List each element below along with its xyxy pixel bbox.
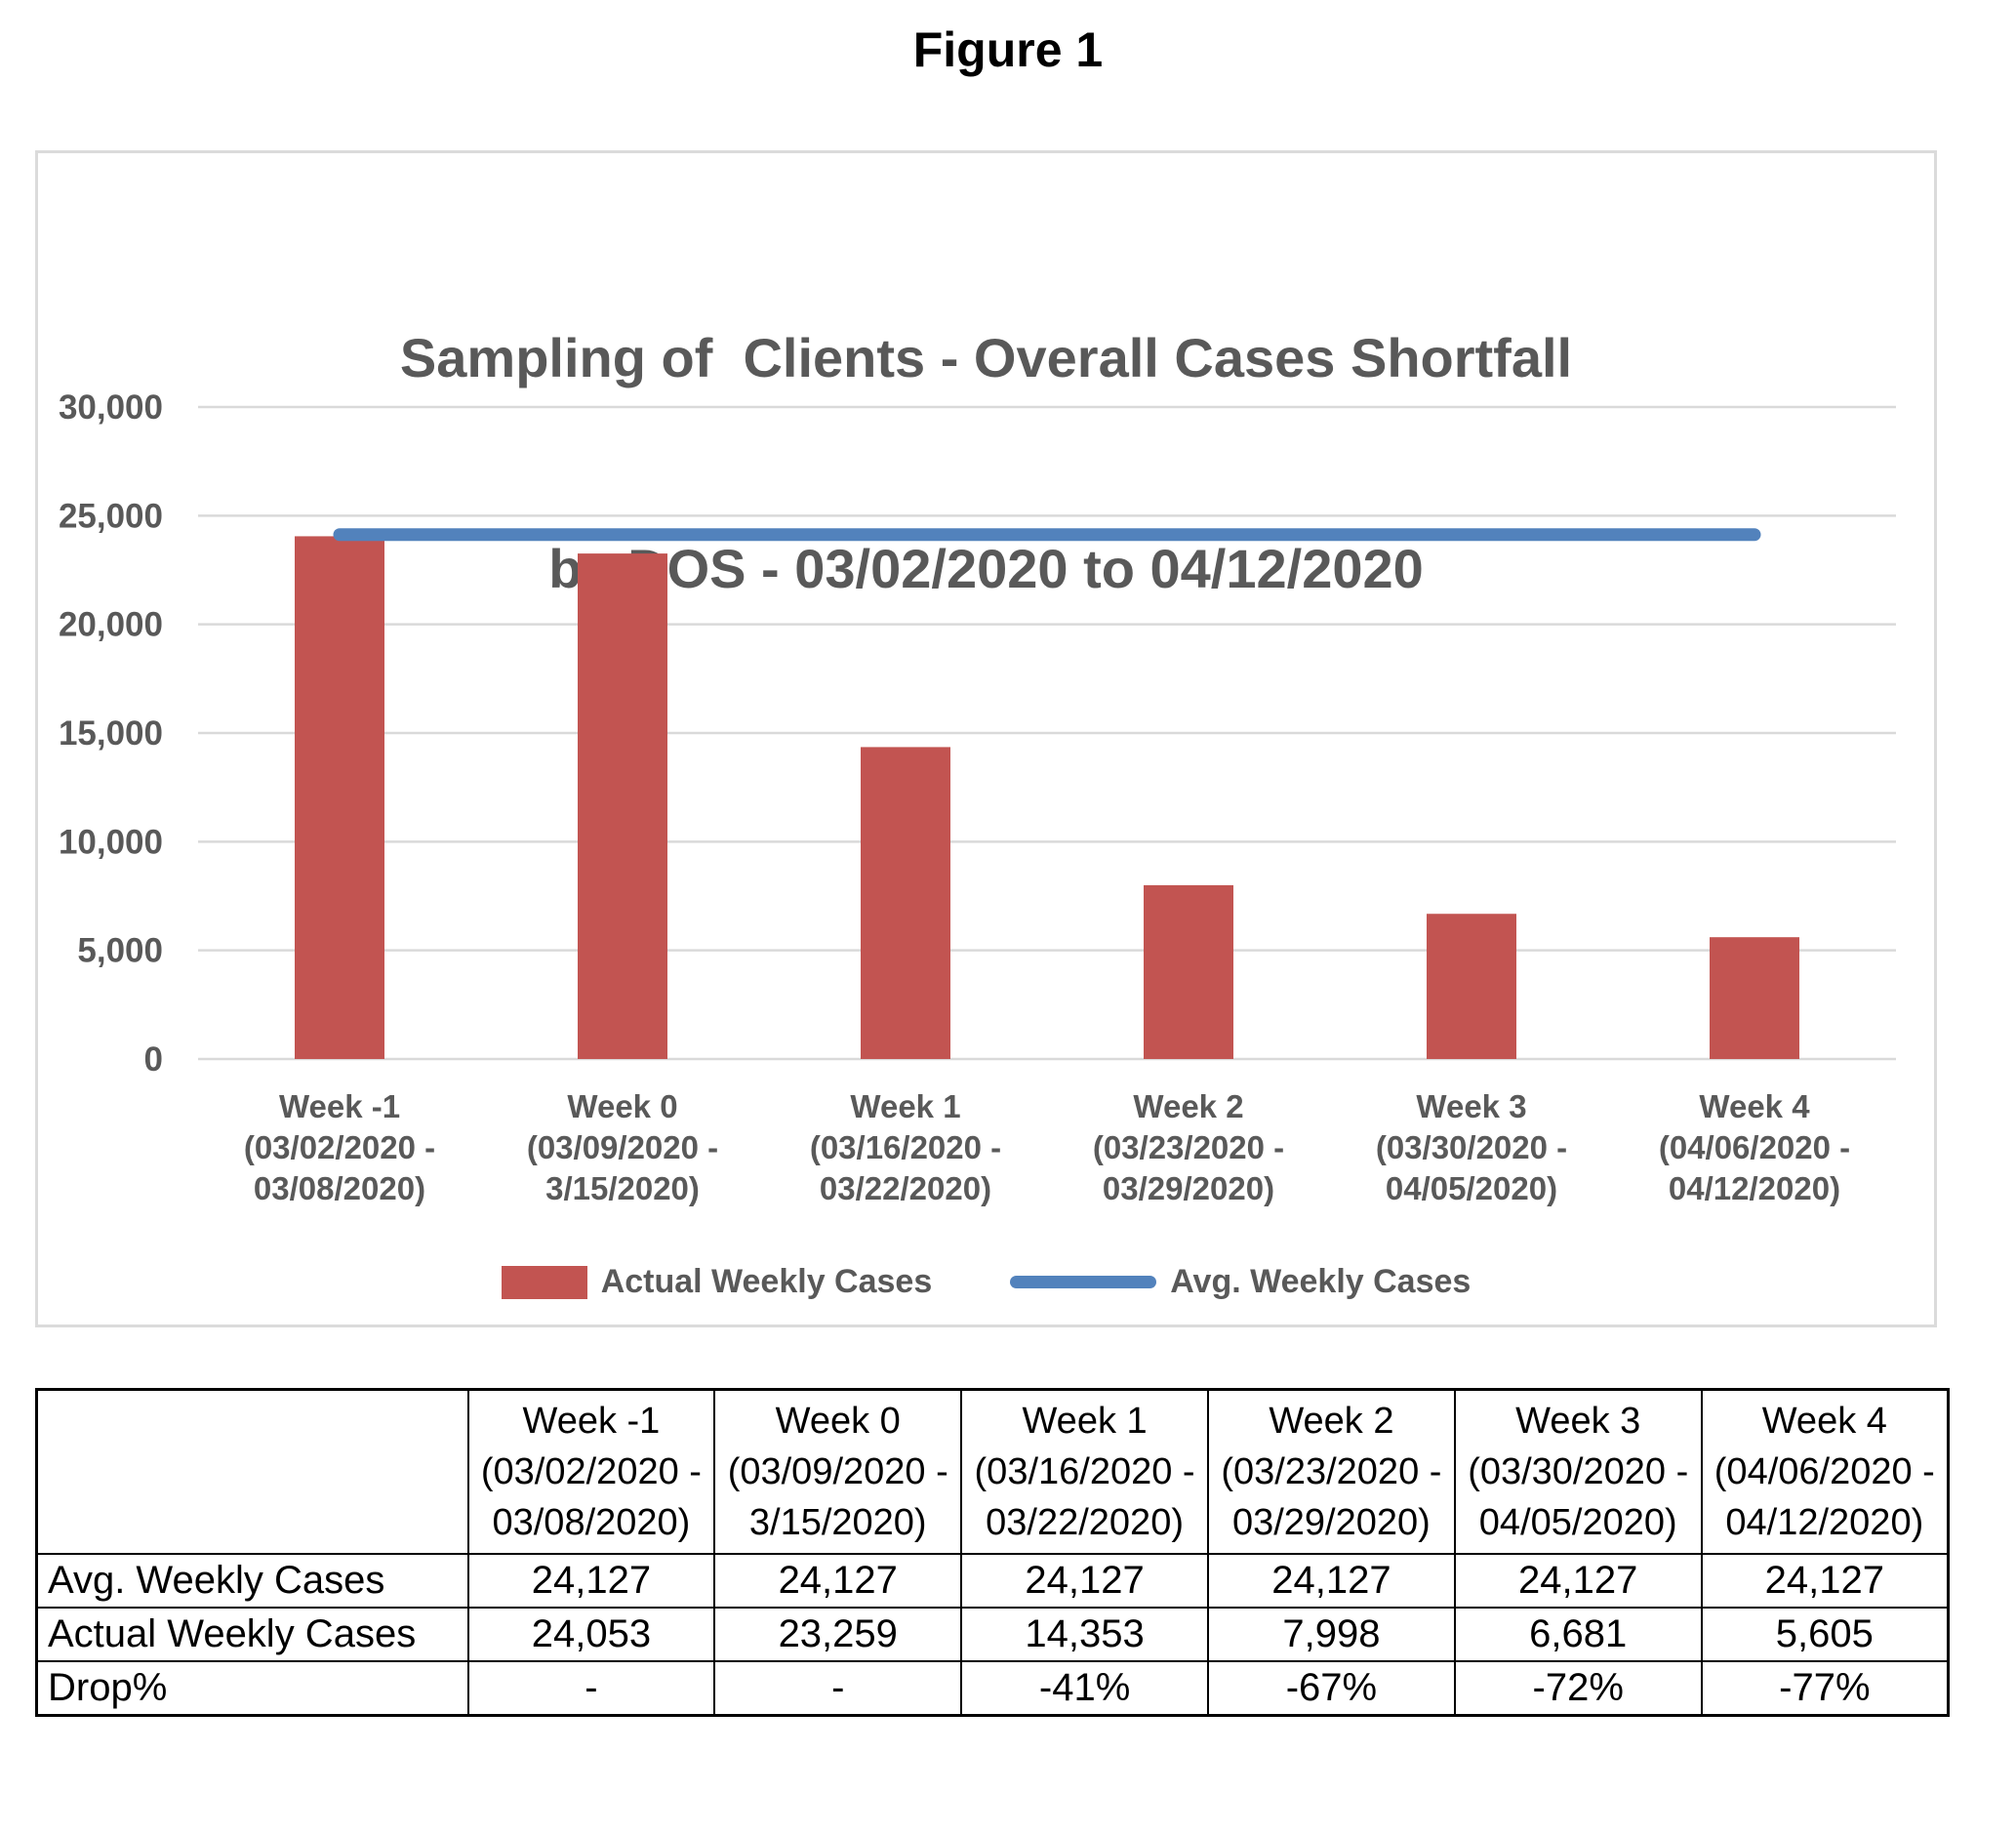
table-cell: -72%	[1453, 1660, 1703, 1716]
y-tick-label-0: 0	[144, 1040, 163, 1079]
bar-week-3	[1427, 914, 1516, 1059]
table-col-header-week-4: Week 4 (04/06/2020 - 04/12/2020)	[1700, 1388, 1950, 1555]
legend-swatch-bar	[501, 1265, 587, 1299]
x-tick-label-week-2: Week 2 (03/23/2020 -03/29/2020)	[1093, 1088, 1284, 1206]
table-cell: 24,127	[960, 1553, 1209, 1609]
table-cell: 23,259	[713, 1607, 963, 1662]
plot-area: 0 5,000 10,000 15,000 20,000 25,000 30,000 Week…	[59, 388, 1896, 1206]
legend-label: Avg. Weekly Cases	[1170, 1263, 1472, 1300]
col-header-line: 3/15/2020)	[748, 1502, 927, 1543]
table-cell: 5,605	[1700, 1607, 1950, 1662]
col-header-line: (03/09/2020 -	[727, 1451, 948, 1492]
y-tick-label-20000: 20,000	[59, 606, 163, 644]
col-header-line: 03/22/2020)	[986, 1502, 1184, 1543]
figure-label: Figure 1	[912, 22, 1104, 77]
col-header-line: (03/02/2020 -	[480, 1451, 702, 1492]
col-header-line: Week 1	[1022, 1401, 1148, 1442]
bar-week-4	[1710, 937, 1799, 1059]
legend-item-actual-weekly-cases: Actual Weekly Cases	[501, 1263, 933, 1301]
table-cell: -77%	[1700, 1660, 1950, 1716]
col-header-line: Week 2	[1269, 1401, 1394, 1442]
col-header-line: (04/06/2020 -	[1714, 1451, 1935, 1492]
y-tick-label-15000: 15,000	[59, 714, 163, 753]
col-header-line: Week 3	[1515, 1401, 1641, 1442]
data-table: Week -1 (03/02/2020 - 03/08/2020) Week 0 (03…	[35, 1388, 1950, 1717]
legend-swatch-line	[1010, 1276, 1157, 1288]
table-cell: 6,681	[1453, 1607, 1703, 1662]
x-tick-label-week-1: Week 1 (03/16/2020 -03/22/2020)	[810, 1088, 1001, 1206]
table-col-header-week-2: Week 2 (03/23/2020 - 03/29/2020)	[1206, 1388, 1456, 1555]
table-cell: -67%	[1206, 1660, 1456, 1716]
legend-label: Actual Weekly Cases	[600, 1263, 933, 1300]
table-cell: -41%	[960, 1660, 1209, 1716]
col-header-line: 03/29/2020)	[1231, 1502, 1431, 1543]
bar-week-2	[1144, 884, 1233, 1059]
table-cell: 14,353	[960, 1607, 1209, 1662]
y-tick-label-10000: 10,000	[59, 823, 163, 861]
col-header-line: 03/08/2020)	[492, 1502, 691, 1543]
bar-week-0	[578, 553, 667, 1059]
col-header-line: Week -1	[522, 1401, 661, 1442]
col-header-line: Week 0	[775, 1401, 901, 1442]
table-cell: 24,127	[1206, 1553, 1456, 1609]
table-cell: 24,127	[1453, 1553, 1703, 1609]
x-tick-label-week--1: Week -1 (03/02/2020 -03/08/2020)	[244, 1088, 435, 1206]
col-header-line: 04/12/2020)	[1725, 1502, 1924, 1543]
row-header: Avg. Weekly Cases	[35, 1553, 469, 1609]
table-corner-cell	[35, 1388, 469, 1555]
table-row-avg-weekly-cases: Avg. Weekly Cases 24,127 24,127 24,127 24,12…	[35, 1553, 1950, 1609]
table-cell: 7,998	[1206, 1607, 1456, 1662]
table-cell: -	[713, 1660, 963, 1716]
table-col-header-week-3: Week 3 (03/30/2020 - 04/05/2020)	[1453, 1388, 1703, 1555]
chart-title: Sampling of Clients - Overall Cases Shor…	[38, 183, 1934, 745]
row-header: Drop%	[35, 1660, 469, 1716]
table-col-header-week-1: Week 1 (03/16/2020 - 03/22/2020)	[960, 1388, 1209, 1555]
table-cell: 24,127	[713, 1553, 963, 1609]
table-row-actual-weekly-cases: Actual Weekly Cases 24,053 23,259 14,353 7,9…	[35, 1607, 1950, 1662]
table-cell: 24,053	[466, 1607, 716, 1662]
col-header-line: (03/23/2020 -	[1221, 1451, 1442, 1492]
table-cell: 24,127	[466, 1553, 716, 1609]
x-tick-label-week-3: Week 3 (03/30/2020 -04/05/2020)	[1376, 1088, 1567, 1206]
y-tick-label-30000: 30,000	[59, 388, 163, 427]
table-col-header-week-0: Week 0 (03/09/2020 - 3/15/2020)	[713, 1388, 963, 1555]
y-tick-label-25000: 25,000	[59, 497, 163, 535]
legend: Actual Weekly Cases Avg. Weekly Cases	[38, 1263, 1934, 1301]
table-col-header-week--1: Week -1 (03/02/2020 - 03/08/2020)	[466, 1388, 716, 1555]
col-header-line: (03/16/2020 -	[974, 1451, 1195, 1492]
bar-week-1	[861, 747, 950, 1059]
bar-week--1	[295, 536, 384, 1059]
col-header-line: 04/05/2020)	[1478, 1502, 1677, 1543]
chart-panel: Sampling of Clients - Overall Cases Shor…	[35, 150, 1937, 1327]
table-cell: 24,127	[1700, 1553, 1950, 1609]
x-tick-label-week-4: Week 4 (04/06/2020 -04/12/2020)	[1659, 1088, 1850, 1206]
col-header-line: (03/30/2020 -	[1468, 1451, 1689, 1492]
table-cell: -	[466, 1660, 716, 1716]
x-tick-label-week-0: Week 0 (03/09/2020 -3/15/2020)	[527, 1088, 718, 1206]
chart-title-line-1: Sampling of Clients - Overall Cases Shor…	[399, 327, 1573, 388]
y-tick-label-5000: 5,000	[77, 932, 163, 970]
row-header: Actual Weekly Cases	[35, 1607, 469, 1662]
table-row-drop-: Drop% - - -41% -67% -72% -77%	[35, 1660, 1950, 1716]
legend-item-avg-weekly-cases: Avg. Weekly Cases	[1010, 1263, 1471, 1301]
chart-title-line-2: by DOS - 03/02/2020 to 04/12/2020	[548, 538, 1424, 599]
col-header-line: Week 4	[1761, 1401, 1887, 1442]
